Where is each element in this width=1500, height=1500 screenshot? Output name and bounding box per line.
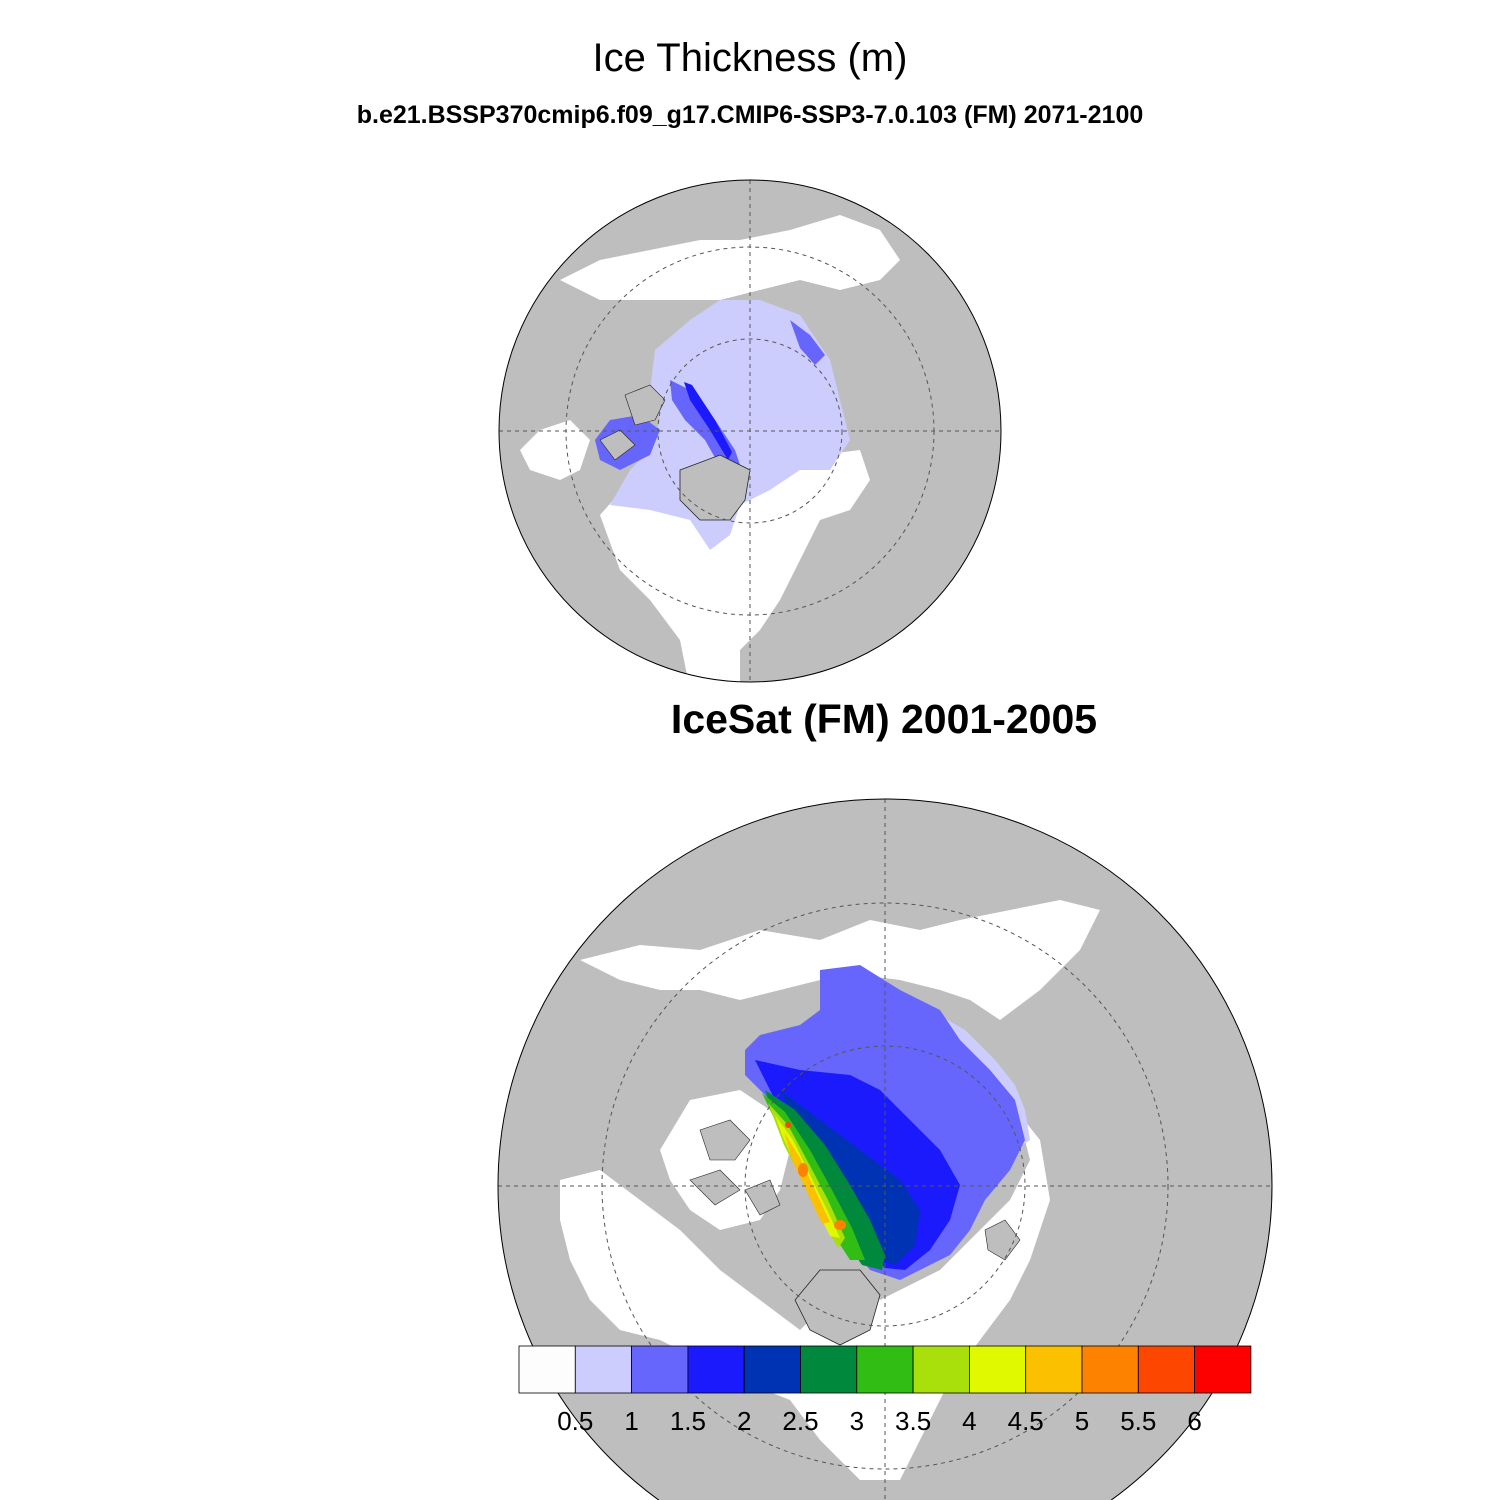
icesat-greenland (794, 1269, 881, 1346)
model-ocean-hudson (520, 420, 590, 480)
icesat-ocean-pacific (580, 900, 1100, 1020)
colorbar-swatch-0 (518, 1345, 576, 1394)
colorbar-swatch-2 (631, 1345, 689, 1394)
icesat-ice-5.5-6-b (834, 1220, 846, 1230)
model-ice-2-2.5 (684, 382, 732, 460)
model-ice-pacific-edge (790, 320, 825, 365)
icesat-svalbard (984, 1219, 1021, 1261)
colorbar-swatch-4 (743, 1345, 801, 1394)
observation-title: IceSat (FM) 2001-2005 (670, 696, 1098, 742)
colorbar-swatch-10 (1081, 1345, 1139, 1394)
model-polar-map (498, 179, 1002, 683)
model-canadian-islands (599, 384, 666, 461)
icesat-canadian-islands (689, 1119, 781, 1216)
model-subtitle: b.e21.BSSP370cmip6.f09_g17.CMIP6-SSP3-7.… (356, 101, 1144, 129)
colorbar-swatch-5 (800, 1345, 858, 1394)
colorbar (518, 1345, 1252, 1394)
icesat-ice-5-5.5 (784, 1132, 830, 1224)
chart-title: Ice Thickness (m) (592, 36, 908, 80)
icesat-polar-map (497, 798, 1273, 1500)
colorbar-swatch-8 (969, 1345, 1027, 1394)
colorbar-swatch-11 (1137, 1345, 1196, 1394)
colorbar-swatch-1 (574, 1345, 632, 1394)
colorbar-swatch-9 (1025, 1345, 1083, 1394)
model-ice-1-1.5 (610, 300, 850, 550)
colorbar-swatch-12 (1194, 1345, 1252, 1394)
colorbar-swatch-7 (912, 1345, 970, 1394)
model-ocean-pacific (560, 215, 900, 300)
colorbar-swatch-6 (856, 1345, 914, 1394)
model-greenland (679, 454, 751, 521)
icesat-ice-5.5-6-a (798, 1163, 808, 1177)
colorbar-swatch-3 (687, 1345, 745, 1394)
icesat-ice-6-a (785, 1122, 791, 1128)
